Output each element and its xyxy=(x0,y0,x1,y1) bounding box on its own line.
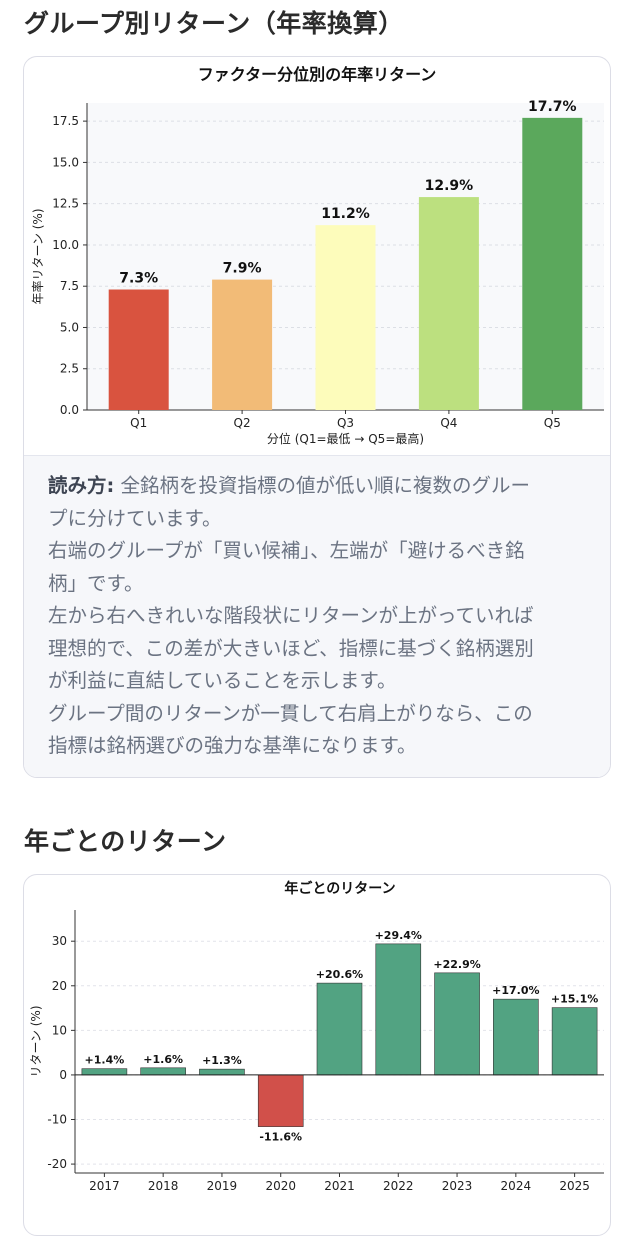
note-line: プに分けています。 xyxy=(48,506,222,530)
x-tick-label: 2019 xyxy=(207,1179,238,1193)
note-line: グループ間のリターンが一貫して右肩上がりなら、この xyxy=(48,701,533,725)
note-line: 全銘柄を投資指標の値が低い順に複数のグルー xyxy=(114,474,531,497)
x-tick-label: 2024 xyxy=(501,1179,532,1193)
x-tick-label: 2022 xyxy=(383,1179,414,1193)
y-tick-label: 7.5 xyxy=(60,279,79,293)
data-label: +1.4% xyxy=(85,1054,125,1067)
y-axis-label: リターン (%) xyxy=(29,1006,43,1078)
y-tick-label: 5.0 xyxy=(60,320,79,334)
note-line: 理想的で、この差が大きいほど、指標に基づく銘柄選別 xyxy=(48,636,534,660)
section-title-group-returns: グループ別リターン（年率換算） xyxy=(24,9,404,38)
y-tick-label: -20 xyxy=(47,1157,67,1171)
y-tick-label: 0 xyxy=(59,1068,67,1082)
x-tick-label: Q1 xyxy=(130,416,147,430)
note-line: 指標は銘柄選びの強力な基準になります。 xyxy=(48,734,417,757)
bar-2020 xyxy=(257,1074,304,1127)
data-label: +22.9% xyxy=(433,958,480,971)
x-tick-label: 2018 xyxy=(148,1179,179,1193)
y-axis-label: 年率リターン (%) xyxy=(30,209,45,305)
y-tick-label: -10 xyxy=(47,1113,67,1127)
data-label: 12.9% xyxy=(425,178,474,194)
x-tick-label: 2017 xyxy=(89,1179,120,1193)
y-tick-label: 12.5 xyxy=(52,197,79,211)
data-label: -11.6% xyxy=(259,1131,302,1144)
x-tick-label: Q5 xyxy=(544,416,561,430)
reading-guide-text: 読み方: 全銘柄を投資指標の値が低い順に複数のグルー xyxy=(48,474,530,497)
bar-2018 xyxy=(140,1067,186,1076)
data-label: +29.4% xyxy=(375,929,422,942)
x-tick-label: 2020 xyxy=(265,1179,296,1193)
x-tick-label: Q4 xyxy=(440,416,457,430)
x-tick-label: Q3 xyxy=(337,416,354,430)
data-label: +1.3% xyxy=(202,1054,242,1067)
data-label: 11.2% xyxy=(321,206,370,222)
section-title-yearly-returns: 年ごとのリターン xyxy=(24,827,227,856)
y-tick-label: 15.0 xyxy=(52,155,79,169)
x-tick-label: 2021 xyxy=(324,1179,355,1193)
data-label: +15.1% xyxy=(551,993,598,1006)
chart-title: 年ごとのリターン xyxy=(284,880,395,897)
reading-guide-lead: 読み方: xyxy=(48,474,115,497)
y-tick-label: 10.0 xyxy=(52,238,79,252)
x-tick-label: 2025 xyxy=(559,1179,590,1193)
note-line: 柄」です。 xyxy=(48,571,144,595)
data-label: 7.3% xyxy=(119,271,158,287)
yearly-return-chart: 年ごとのリターン -20 -10 0 10 20 30 +1.4% 2017 +1.6% 2018 +… xyxy=(29,880,604,1193)
reading-guide: 読み方: 全銘柄を投資指標の値が低い順に複数のグルー プに分けています。 右端の… xyxy=(24,455,610,777)
y-tick-label: 30 xyxy=(52,934,67,948)
chart-card-quantile: ファクター分位別の年率リターン 0.0 2.5 5.0 7.5 10.0 12.5 15.0 1… xyxy=(23,56,611,778)
data-label: 7.9% xyxy=(223,261,262,277)
bar-2017 xyxy=(81,1068,128,1076)
data-label: +17.0% xyxy=(492,984,539,997)
y-tick-label: 17.5 xyxy=(52,114,79,128)
bar-2021 xyxy=(316,982,363,1076)
y-tick-label: 20 xyxy=(52,979,67,993)
chart-card-yearly: 年ごとのリターン -20 -10 0 10 20 30 +1.4% 2017 +1.6% 2018 +… xyxy=(23,874,611,1236)
bar-q2 xyxy=(212,279,273,410)
x-tick-label: Q2 xyxy=(234,416,251,430)
x-axis-label: 分位 (Q1=最低 → Q5=最高) xyxy=(267,431,424,446)
data-label: 17.7% xyxy=(528,99,577,115)
bar-2023 xyxy=(434,972,480,1076)
bar-q1 xyxy=(108,289,169,410)
y-tick-label: 10 xyxy=(52,1023,67,1037)
bar-2019 xyxy=(199,1068,245,1076)
data-label: +1.6% xyxy=(143,1053,183,1066)
chart-title: ファクター分位別の年率リターン xyxy=(198,65,437,84)
note-line: 右端のグループが「買い候補」、左端が「避けるべき銘 xyxy=(48,539,525,562)
note-line: が利益に直結していることを示します。 xyxy=(48,669,397,692)
note-line: 左から右へきれいな階段状にリターンが上がっていれば xyxy=(48,604,534,627)
data-label: +20.6% xyxy=(316,968,363,981)
y-tick-label: 2.5 xyxy=(60,362,79,376)
bar-2022 xyxy=(375,943,422,1076)
x-tick-label: 2023 xyxy=(442,1179,473,1193)
bar-2024 xyxy=(493,998,539,1076)
bar-2025 xyxy=(551,1007,598,1076)
bar-q5 xyxy=(522,117,583,410)
bar-q4 xyxy=(418,197,479,410)
quantile-return-chart: ファクター分位別の年率リターン 0.0 2.5 5.0 7.5 10.0 12.5 15.0 1… xyxy=(30,65,604,446)
bar-q3 xyxy=(315,225,376,410)
y-tick-label: 0.0 xyxy=(60,403,79,417)
